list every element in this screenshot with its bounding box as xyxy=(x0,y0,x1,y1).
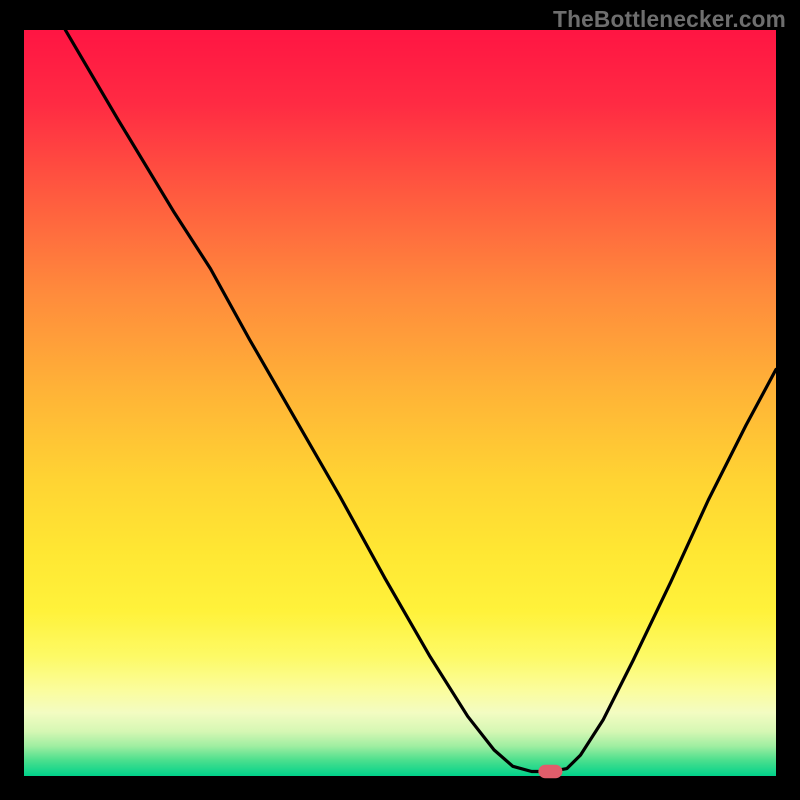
bottleneck-chart xyxy=(0,0,800,800)
chart-background-gradient xyxy=(24,30,776,776)
optimal-point-marker xyxy=(538,765,562,778)
watermark-text: TheBottlenecker.com xyxy=(553,6,786,33)
